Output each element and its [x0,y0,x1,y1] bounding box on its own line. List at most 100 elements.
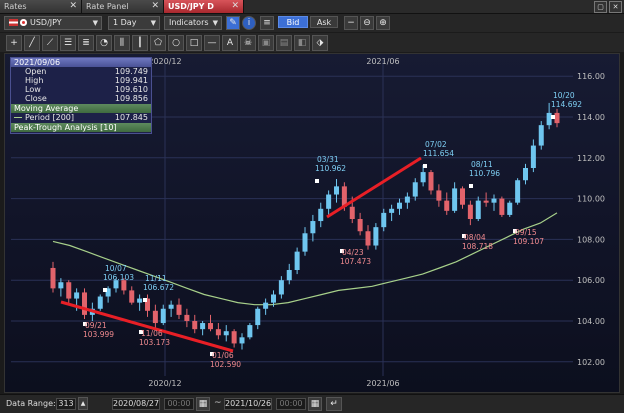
eraser-icon[interactable]: ◧ [294,35,310,51]
candle-body [263,302,269,309]
peak-trough-marker [210,352,214,356]
from-time-input[interactable]: 00:00 [164,398,194,410]
bid-toggle[interactable]: Bid [278,16,308,28]
data-range-input[interactable]: 313 [56,398,76,410]
ask-toggle[interactable]: Ask [310,16,338,28]
candle-body [334,186,339,195]
peak-trough-marker [83,322,87,326]
trendline-1[interactable] [60,300,234,353]
candle-body [137,298,143,303]
line-icon[interactable]: — [204,35,220,51]
apply-icon[interactable]: ↵ [326,397,342,411]
low-row: Low 109.610 [11,85,151,94]
peak-trough-date: 07/02 [425,140,447,149]
peak-trough-date: 10/07 [105,264,127,273]
range-separator: ~ [214,398,222,408]
tab-rates[interactable]: Rates ✕ [0,0,82,13]
candle-body [491,198,497,203]
peak-trough-date: 09/21 [85,321,107,330]
peak-trough-marker [315,179,319,183]
candle-body [538,125,544,146]
symbol-label: USD/JPY [30,18,62,27]
pentagon-icon[interactable]: ⬠ [150,35,166,51]
pencil-icon[interactable]: ✎ [226,16,240,30]
peak-trough-value: 103.999 [83,330,114,339]
candle-body [365,231,371,246]
peak-trough-value: 110.796 [469,169,500,178]
peak-trough-value: 102.590 [210,360,241,369]
ray-icon[interactable]: ⟋ [42,35,58,51]
tab-usdjpy-d[interactable]: USD/JPY D ✕ [164,0,244,13]
candle-body [294,251,300,270]
tab-label: Rates [4,2,27,11]
restore-icon[interactable]: ▢ [594,1,607,13]
candle-body [483,200,489,203]
chart-canvas[interactable]: 116.00 114.00 112.00 110.00 108.00 106.00 104.… [5,54,619,392]
low-value: 109.610 [114,85,148,94]
candle-body [184,314,190,321]
zoom-in-icon[interactable]: ⊕ [376,16,390,30]
candle-body [546,112,552,126]
open-label: Open [25,67,47,76]
y-tick-label: 106.00 [577,276,605,285]
y-tick-label: 116.00 [577,72,605,81]
peak-trough-marker [469,184,473,188]
rectangle-icon[interactable]: □ [186,35,202,51]
tab-rate-panel[interactable]: Rate Panel ✕ [82,0,164,13]
trendline-icon[interactable]: ╱ [24,35,40,51]
candle-body [271,294,276,303]
paste-icon[interactable]: ▤ [276,35,292,51]
candle-body [452,188,458,211]
candle-body [381,212,387,228]
candle-body [58,282,64,289]
close-icon[interactable]: ✕ [69,1,77,11]
tag-icon[interactable]: ⬗ [312,35,328,51]
spinner-up-icon[interactable]: ▲ [78,397,88,410]
close-icon[interactable]: ✕ [151,1,159,11]
y-tick-label: 112.00 [577,154,605,163]
candle-body [145,298,150,311]
settings-icon[interactable]: ≡ [260,16,274,30]
close-icon[interactable]: ✕ [231,1,239,11]
ma-value: 107.845 [114,113,148,122]
channel-icon[interactable]: ≣ [78,35,94,51]
peak-trough-value: 106.103 [103,273,134,282]
from-date-input[interactable]: 2020/08/27 [112,398,160,410]
bars-icon[interactable]: ┃ [132,35,148,51]
text-icon[interactable]: A [222,35,238,51]
period-label: 1 Day [113,18,137,27]
info-icon[interactable]: i [242,16,256,30]
copy-icon[interactable]: ▣ [258,35,274,51]
candle-body [223,331,229,336]
symbol-select[interactable]: USD/JPY ▼ [4,16,102,30]
chevron-down-icon: ▼ [212,19,218,27]
to-time-input[interactable]: 00:00 [276,398,306,410]
circle-icon[interactable]: ○ [168,35,184,51]
close-window-icon[interactable]: ✕ [609,1,622,13]
chevron-down-icon: ▼ [150,19,156,27]
trendline-2[interactable] [326,156,422,219]
calendar-icon[interactable]: ▦ [308,397,322,411]
crosshair-icon[interactable]: + [6,35,22,51]
candle-body [326,194,332,209]
horizontal-lines-icon[interactable]: ☰ [60,35,76,51]
calendar-icon[interactable]: ▦ [196,397,210,411]
indicators-select[interactable]: Indicators ▼ [164,16,222,30]
zoom-out-icon[interactable]: − [344,16,358,30]
period-select[interactable]: 1 Day ▼ [108,16,160,30]
peak-trough-marker [143,298,147,302]
low-label: Low [25,85,41,94]
candle-body [215,329,221,336]
peak-trough-value: 103.173 [139,338,170,347]
to-date-input[interactable]: 2021/10/26 [224,398,272,410]
vertical-lines-icon[interactable]: ⫼ [114,35,130,51]
main-toolbar: USD/JPY ▼ 1 Day ▼ Indicators ▼ ✎ i ≡ Bid… [0,14,624,32]
delete-icon[interactable]: ☠ [240,35,256,51]
candle-body [444,200,450,211]
fan-icon[interactable]: ◔ [96,35,112,51]
y-tick-label: 108.00 [577,235,605,244]
ma-row: Period [200] 107.845 [11,113,151,122]
zoom-out-icon[interactable]: ⊖ [360,16,374,30]
peak-trough-value: 110.962 [315,164,346,173]
close-label: Close [25,94,47,103]
